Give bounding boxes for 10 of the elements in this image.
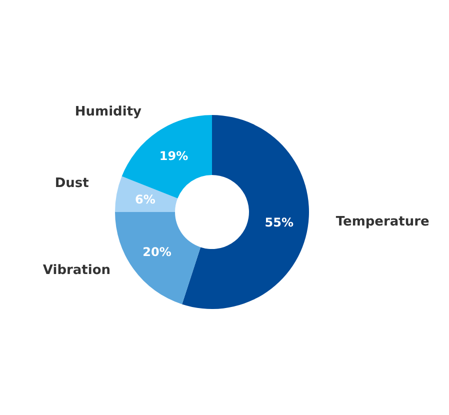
donut-slice	[115, 176, 178, 212]
data-label: 6%	[135, 192, 156, 206]
slice-label: Dust	[54, 176, 89, 192]
data-label: 20%	[142, 244, 172, 259]
donut-slice	[115, 212, 201, 304]
slice-label: Vibration	[42, 262, 111, 278]
slice-label: Temperature	[336, 214, 430, 230]
slice-label: Humidity	[74, 104, 142, 120]
data-label: 19%	[159, 148, 188, 163]
data-label: 55%	[264, 216, 294, 230]
